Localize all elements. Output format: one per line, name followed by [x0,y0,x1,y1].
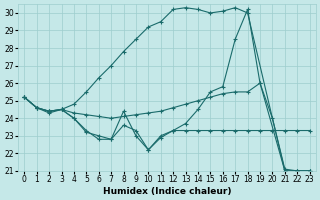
X-axis label: Humidex (Indice chaleur): Humidex (Indice chaleur) [103,187,231,196]
